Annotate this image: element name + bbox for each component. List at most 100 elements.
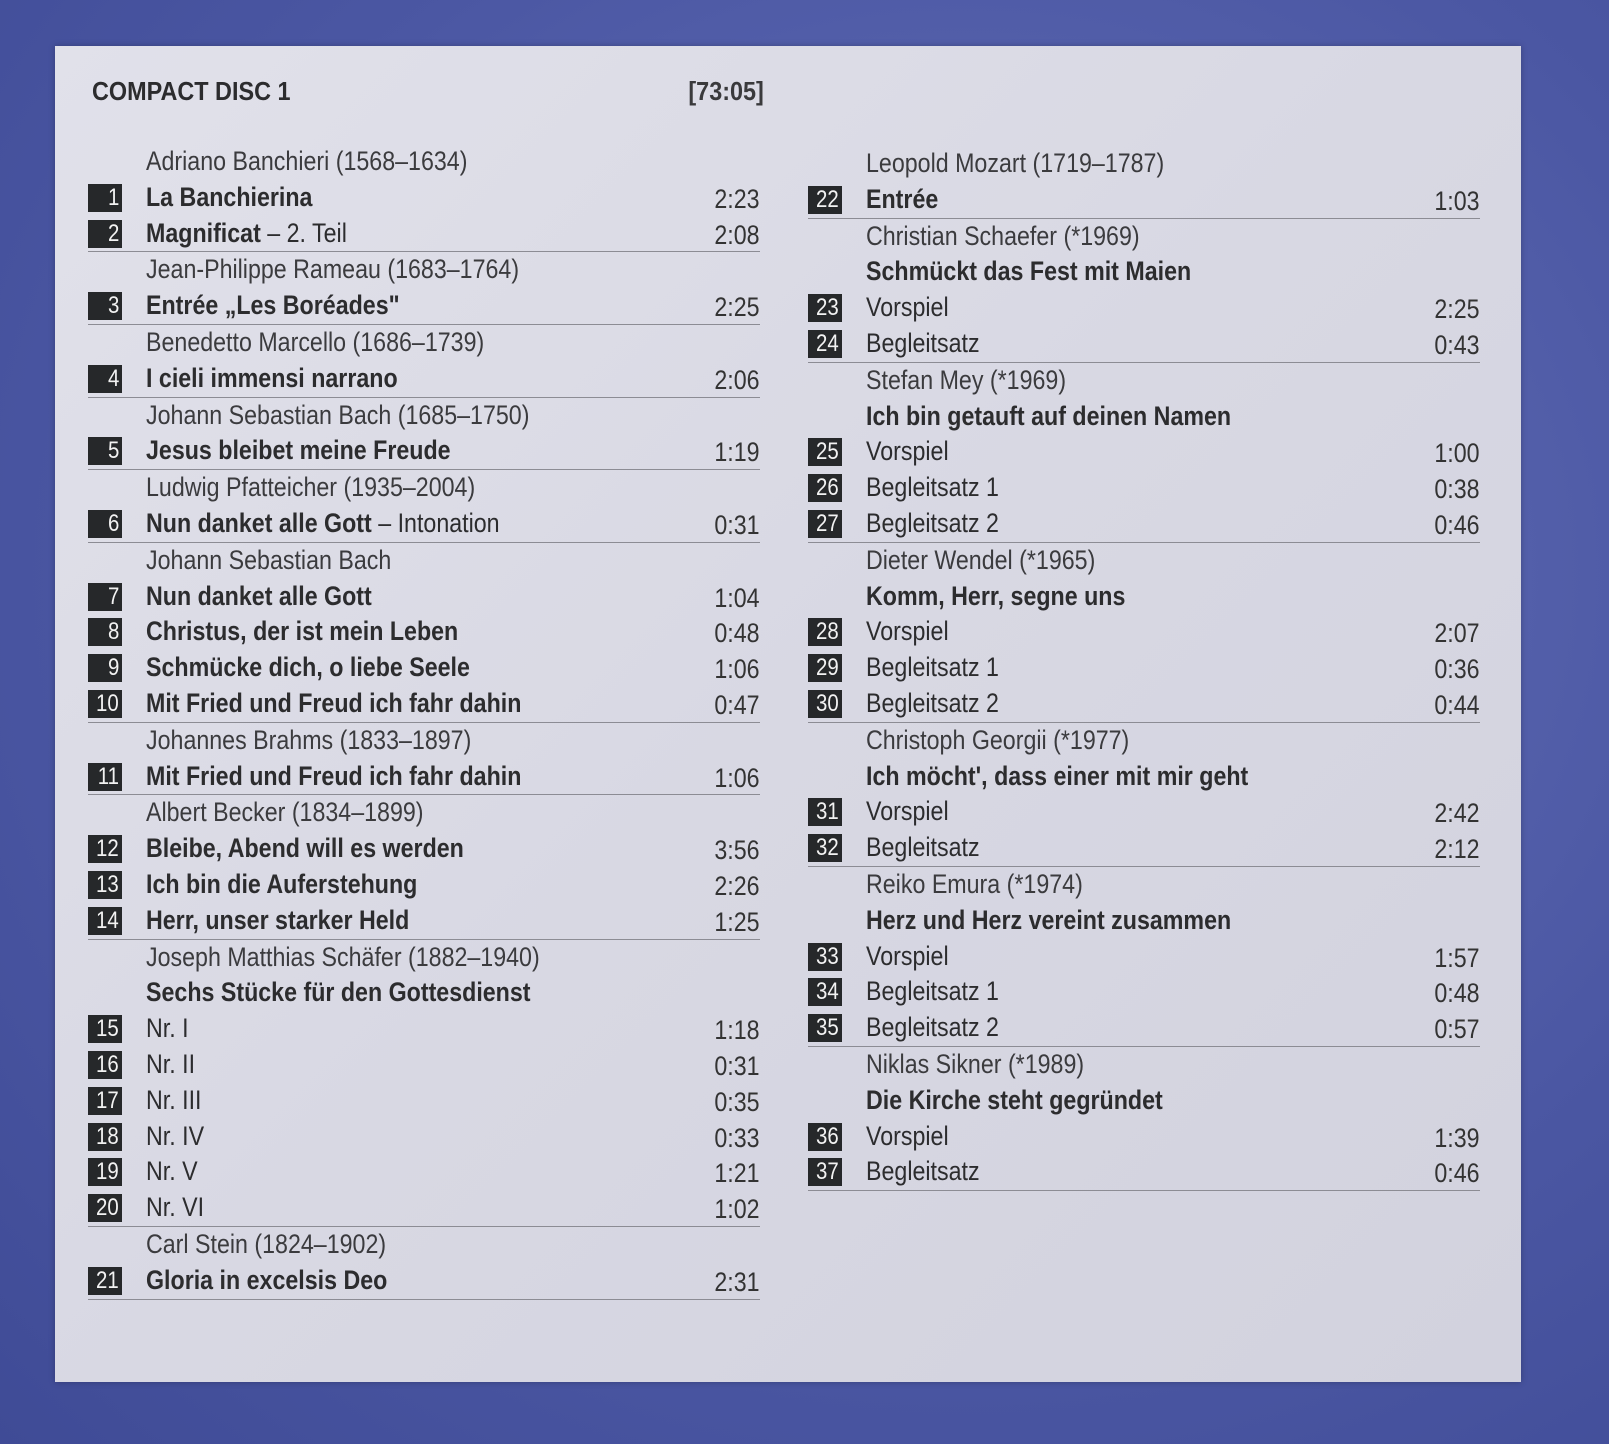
work-row: Schmückt das Fest mit Maien	[808, 254, 1480, 290]
track-duration: 1:18	[714, 1015, 760, 1046]
tracklist-right-column: Leopold Mozart (1719–1787) 22 Entrée 1:03 Ch…	[808, 146, 1480, 1192]
track-row: 25 Vorspiel 1:00	[808, 434, 1480, 470]
track-row: 18 Nr. IV 0:33	[88, 1119, 760, 1155]
track-title: La Banchierina	[146, 181, 313, 212]
track-title: Begleitsatz 1	[866, 652, 999, 683]
track-number: 4	[107, 364, 119, 392]
track-number-badge: 26	[808, 474, 842, 503]
track-row: 35 Begleitsatz 2 0:57	[808, 1010, 1480, 1046]
composer-name: Niklas Sikner (*1989)	[866, 1048, 1085, 1079]
track-duration: 0:57	[1434, 1014, 1480, 1045]
track-title-wrap: Bleibe, Abend will es werden	[146, 831, 464, 867]
composer-row: Joseph Matthias Schäfer (1882–1940)	[88, 940, 760, 976]
booklet-panel	[55, 46, 1521, 1382]
track-duration: 2:31	[714, 1266, 760, 1297]
track-number-badge: 17	[88, 1086, 122, 1115]
track-row: 27 Begleitsatz 2 0:46	[808, 506, 1480, 542]
track-number: 37	[816, 1158, 839, 1186]
track-duration: 1:21	[714, 1158, 760, 1189]
track-duration: 0:46	[1434, 509, 1480, 540]
track-title: Nr. VI	[146, 1192, 205, 1223]
track-duration: 3:56	[714, 835, 760, 866]
track-number-badge: 2	[88, 219, 122, 248]
track-number: 18	[96, 1122, 119, 1150]
track-row: 8 Christus, der ist mein Leben 0:48	[88, 614, 760, 650]
track-title: Nun danket alle Gott	[146, 507, 372, 538]
composer-row: Ludwig Pfatteicher (1935–2004)	[88, 470, 760, 506]
track-row: 36 Vorspiel 1:39	[808, 1119, 1480, 1155]
track-duration: 2:06	[714, 364, 760, 395]
composer-name: Ludwig Pfatteicher (1935–2004)	[146, 472, 476, 503]
composer-row: Johann Sebastian Bach (1685–1750)	[88, 398, 760, 434]
track-title: Vorspiel	[866, 616, 949, 647]
track-duration: 0:44	[1434, 689, 1480, 720]
track-duration: 1:02	[714, 1194, 760, 1225]
track-title-wrap: Vorspiel	[866, 290, 949, 326]
work-row: Sechs Stücke für den Gottesdienst	[88, 975, 760, 1011]
track-number: 12	[96, 835, 119, 863]
track-number-badge: 37	[808, 1158, 842, 1187]
track-title-wrap: Vorspiel	[866, 794, 949, 830]
track-number-badge: 14	[88, 906, 122, 935]
track-number: 36	[816, 1122, 839, 1150]
track-title: Magnificat	[146, 217, 261, 248]
track-number: 14	[96, 906, 119, 934]
track-number: 16	[96, 1050, 119, 1078]
track-title-wrap: Begleitsatz 2	[866, 506, 999, 542]
track-duration: 0:31	[714, 509, 760, 540]
track-title: Bleibe, Abend will es werden	[146, 833, 464, 864]
track-duration: 2:12	[1434, 834, 1480, 865]
track-number-badge: 34	[808, 978, 842, 1007]
track-row: 11 Mit Fried und Freud ich fahr dahin 1:06	[88, 759, 760, 795]
track-title-wrap: Nun danket alle Gott	[146, 579, 372, 615]
work-title: Herz und Herz vereint zusammen	[866, 904, 1232, 935]
track-duration: 1:00	[1434, 438, 1480, 469]
track-title: Mit Fried und Freud ich fahr dahin	[146, 760, 522, 791]
track-number-badge: 33	[808, 942, 842, 971]
track-number-badge: 9	[88, 654, 122, 683]
track-duration: 0:48	[714, 618, 760, 649]
track-duration: 1:25	[714, 906, 760, 937]
composer-group: Christoph Georgii (*1977) Ich möcht', das…	[808, 723, 1480, 867]
track-duration: 1:06	[714, 762, 760, 793]
composer-group: Leopold Mozart (1719–1787) 22 Entrée 1:03	[808, 146, 1480, 219]
track-number-badge: 36	[808, 1122, 842, 1151]
track-row: 31 Vorspiel 2:42	[808, 794, 1480, 830]
track-row: 16 Nr. II 0:31	[88, 1047, 760, 1083]
track-row: 29 Begleitsatz 1 0:36	[808, 650, 1480, 686]
track-title-wrap: Nr. III	[146, 1083, 201, 1119]
track-row: 19 Nr. V 1:21	[88, 1154, 760, 1190]
track-title-wrap: Entrée	[866, 182, 938, 218]
track-title-wrap: Nr. V	[146, 1154, 198, 1190]
disc-title: COMPACT DISC 1	[92, 76, 291, 106]
track-title: Begleitsatz	[866, 832, 980, 863]
track-number: 31	[816, 798, 839, 826]
composer-group: Johannes Brahms (1833–1897) 11 Mit Fried u…	[88, 723, 760, 796]
track-number-badge: 30	[808, 689, 842, 718]
work-title: Ich möcht', dass einer mit mir geht	[866, 760, 1249, 791]
track-title-wrap: Herr, unser starker Held	[146, 903, 409, 939]
composer-name: Dieter Wendel (*1965)	[866, 544, 1096, 575]
track-number-badge: 6	[88, 509, 122, 538]
track-title-wrap: Begleitsatz	[866, 326, 980, 362]
composer-name: Leopold Mozart (1719–1787)	[866, 148, 1165, 178]
track-row: 21 Gloria in excelsis Deo 2:31	[88, 1263, 760, 1299]
track-title: Begleitsatz 2	[866, 507, 999, 538]
track-number: 27	[816, 509, 839, 537]
composer-row: Carl Stein (1824–1902)	[88, 1227, 760, 1263]
track-number-badge: 3	[88, 292, 122, 321]
track-number-badge: 25	[808, 438, 842, 467]
track-title-wrap: Gloria in excelsis Deo	[146, 1263, 387, 1299]
track-number: 34	[816, 978, 839, 1006]
composer-name: Benedetto Marcello (1686–1739)	[146, 326, 485, 357]
track-number-badge: 11	[88, 762, 122, 791]
track-row: 24 Begleitsatz 0:43	[808, 326, 1480, 362]
track-number: 35	[816, 1014, 839, 1042]
track-number: 25	[816, 438, 839, 466]
composer-name: Johann Sebastian Bach (1685–1750)	[146, 399, 530, 430]
track-title-wrap: Magnificat – 2. Teil	[146, 216, 347, 252]
track-duration: 2:23	[714, 183, 760, 214]
track-title: Mit Fried und Freud ich fahr dahin	[146, 687, 522, 718]
track-duration: 1:03	[1434, 185, 1480, 216]
track-number: 33	[816, 942, 839, 970]
